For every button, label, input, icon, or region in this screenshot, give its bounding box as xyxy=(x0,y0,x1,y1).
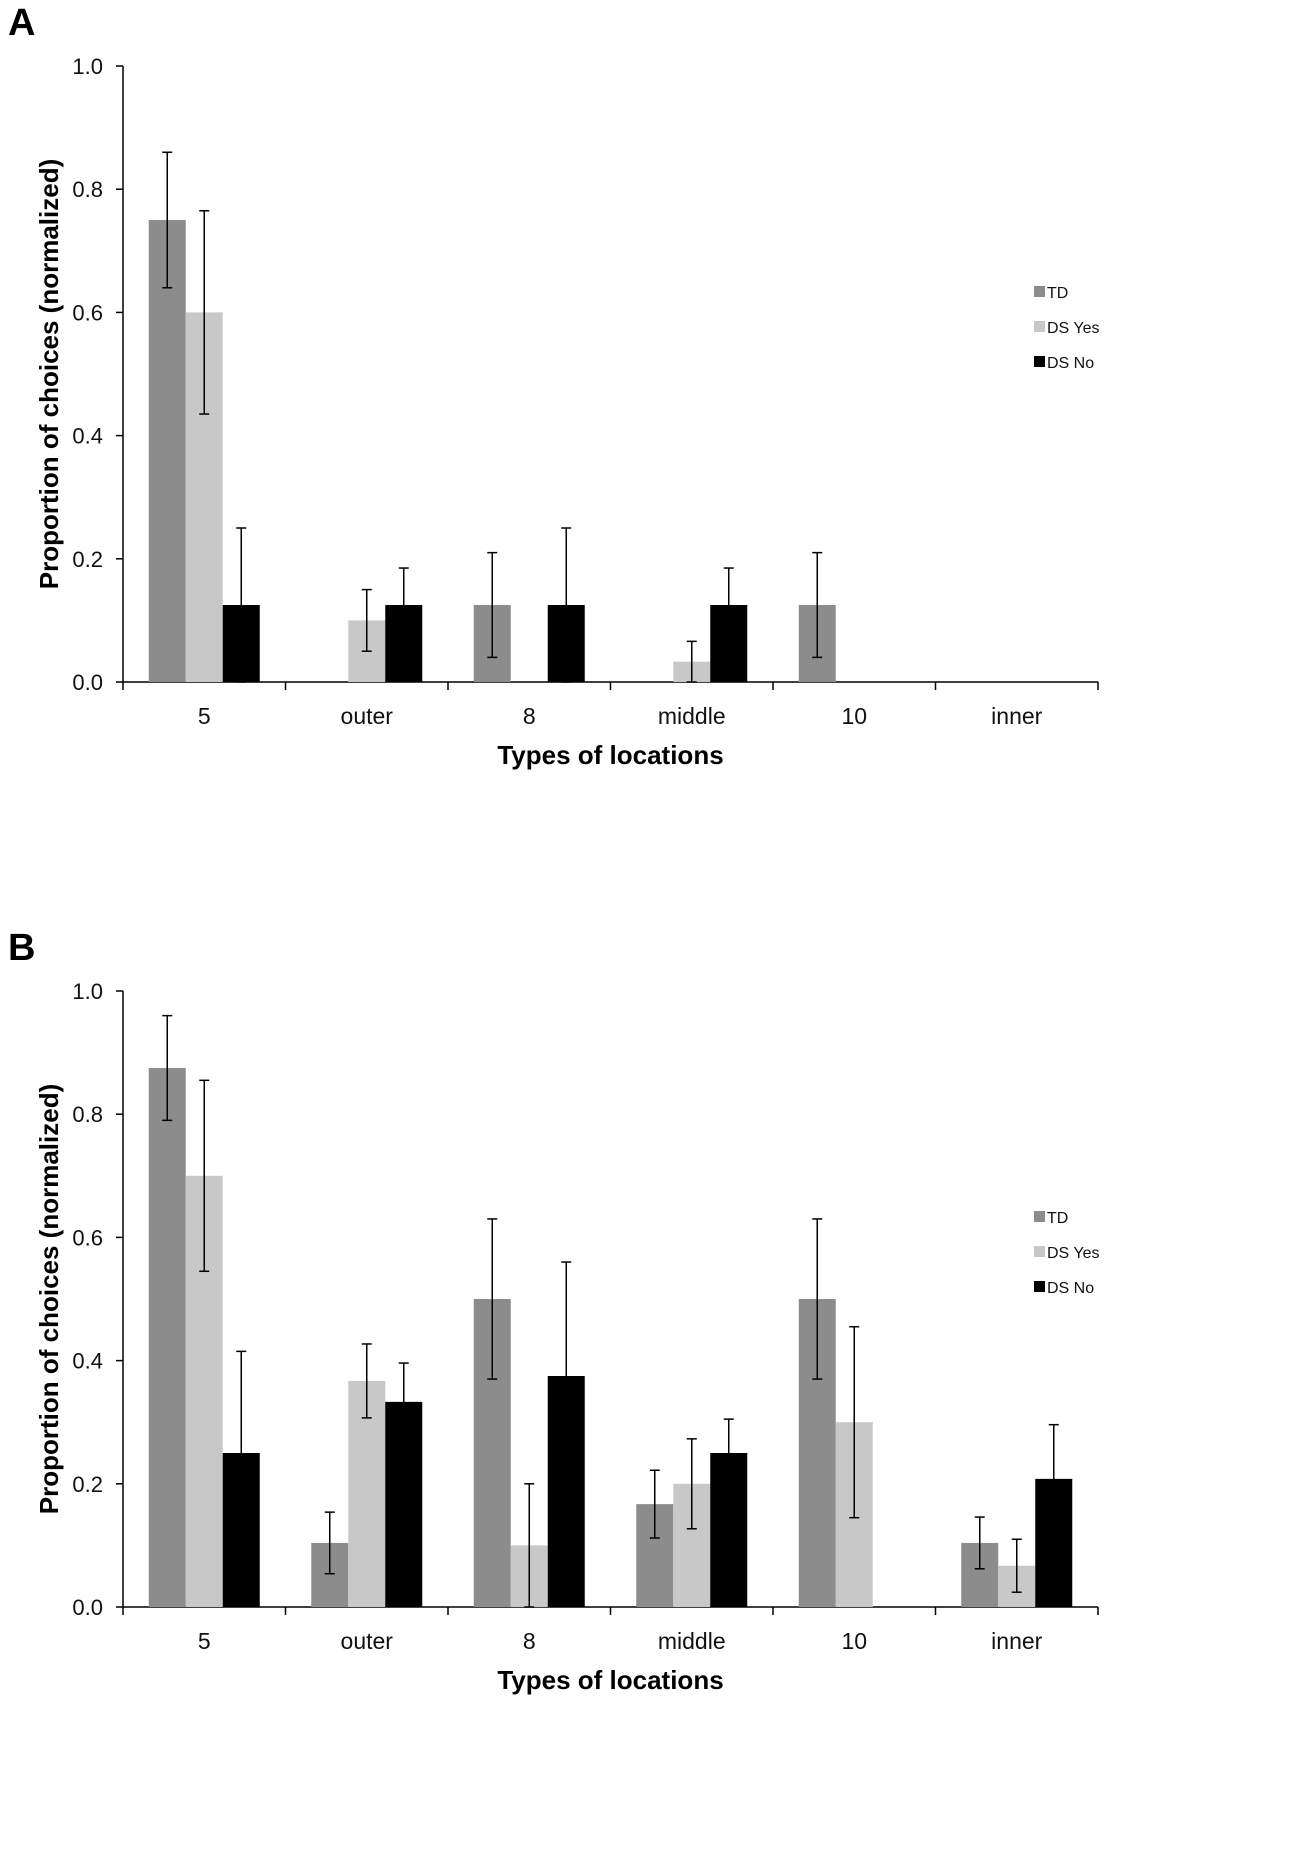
panel-b: B 0.0 0.2 0.4 0.6 0.8 1.0 5 outer 8 middle 10 inner… xyxy=(0,925,1306,1850)
legend-swatch-ds-no xyxy=(1034,356,1045,367)
legend-swatch-ds-no xyxy=(1034,1281,1045,1292)
legend-swatch-ds-yes xyxy=(1034,1246,1045,1257)
panel-b-label: B xyxy=(8,927,36,969)
x-tick-label: 5 xyxy=(198,703,211,729)
y-tick-label: 0.4 xyxy=(72,1349,103,1374)
x-tick-label: inner xyxy=(991,703,1042,729)
panel-a: A 0.0 0.2 0.4 0.6 0.8 1.0 5 outer 8 middle 10 inner… xyxy=(8,2,1099,770)
chart-b: 0.0 0.2 0.4 0.6 0.8 1.0 5 outer 8 middle 10 inner Ty… xyxy=(34,979,1099,1695)
bar-td-5 xyxy=(148,220,186,682)
x-tick-label: 8 xyxy=(523,1628,536,1654)
chart-a: 0.0 0.2 0.4 0.6 0.8 1.0 5 outer 8 middle 10 inner Ty… xyxy=(34,54,1099,770)
x-tick-label: 5 xyxy=(198,1628,211,1654)
x-tick-label: outer xyxy=(341,703,394,729)
x-axis-title: Types of locations xyxy=(497,740,723,770)
legend-label-ds-no: DS No xyxy=(1047,1280,1094,1297)
legend-label-ds-yes: DS Yes xyxy=(1047,1245,1099,1262)
y-tick-label: 0.6 xyxy=(72,300,103,325)
legend-label-td: TD xyxy=(1047,285,1068,302)
legend-label-ds-yes: DS Yes xyxy=(1047,320,1099,337)
legend-label-td: TD xyxy=(1047,1210,1068,1227)
y-tick-label: 1.0 xyxy=(72,54,103,79)
legend-swatch-ds-yes xyxy=(1034,321,1045,332)
y-tick-label: 0.2 xyxy=(72,1472,103,1497)
legend-swatch-td xyxy=(1034,1211,1045,1222)
panel-a-label: A xyxy=(8,2,36,44)
x-tick-label: 8 xyxy=(523,703,536,729)
x-tick-label: middle xyxy=(658,1628,726,1654)
y-tick-label: 0.8 xyxy=(72,177,103,202)
y-tick-label: 0.2 xyxy=(72,547,103,572)
x-tick-label: 10 xyxy=(841,1628,867,1654)
y-axis-title: Proportion of choices (normalized) xyxy=(34,159,64,589)
legend-label-ds-no: DS No xyxy=(1047,355,1094,372)
y-tick-label: 0.6 xyxy=(72,1225,103,1250)
y-tick-label: 0.0 xyxy=(72,1595,103,1620)
y-tick-label: 0.0 xyxy=(72,670,103,695)
y-tick-label: 1.0 xyxy=(72,979,103,1004)
x-tick-label: outer xyxy=(341,1628,394,1654)
x-tick-label: 10 xyxy=(841,703,867,729)
y-axis-title: Proportion of choices (normalized) xyxy=(34,1084,64,1514)
x-tick-label: middle xyxy=(658,703,726,729)
y-tick-label: 0.4 xyxy=(72,424,103,449)
y-tick-label: 0.8 xyxy=(72,1102,103,1127)
bar-td-5 xyxy=(148,1068,186,1607)
x-axis-title: Types of locations xyxy=(497,1665,723,1695)
legend-swatch-td xyxy=(1034,286,1045,297)
x-tick-label: inner xyxy=(991,1628,1042,1654)
